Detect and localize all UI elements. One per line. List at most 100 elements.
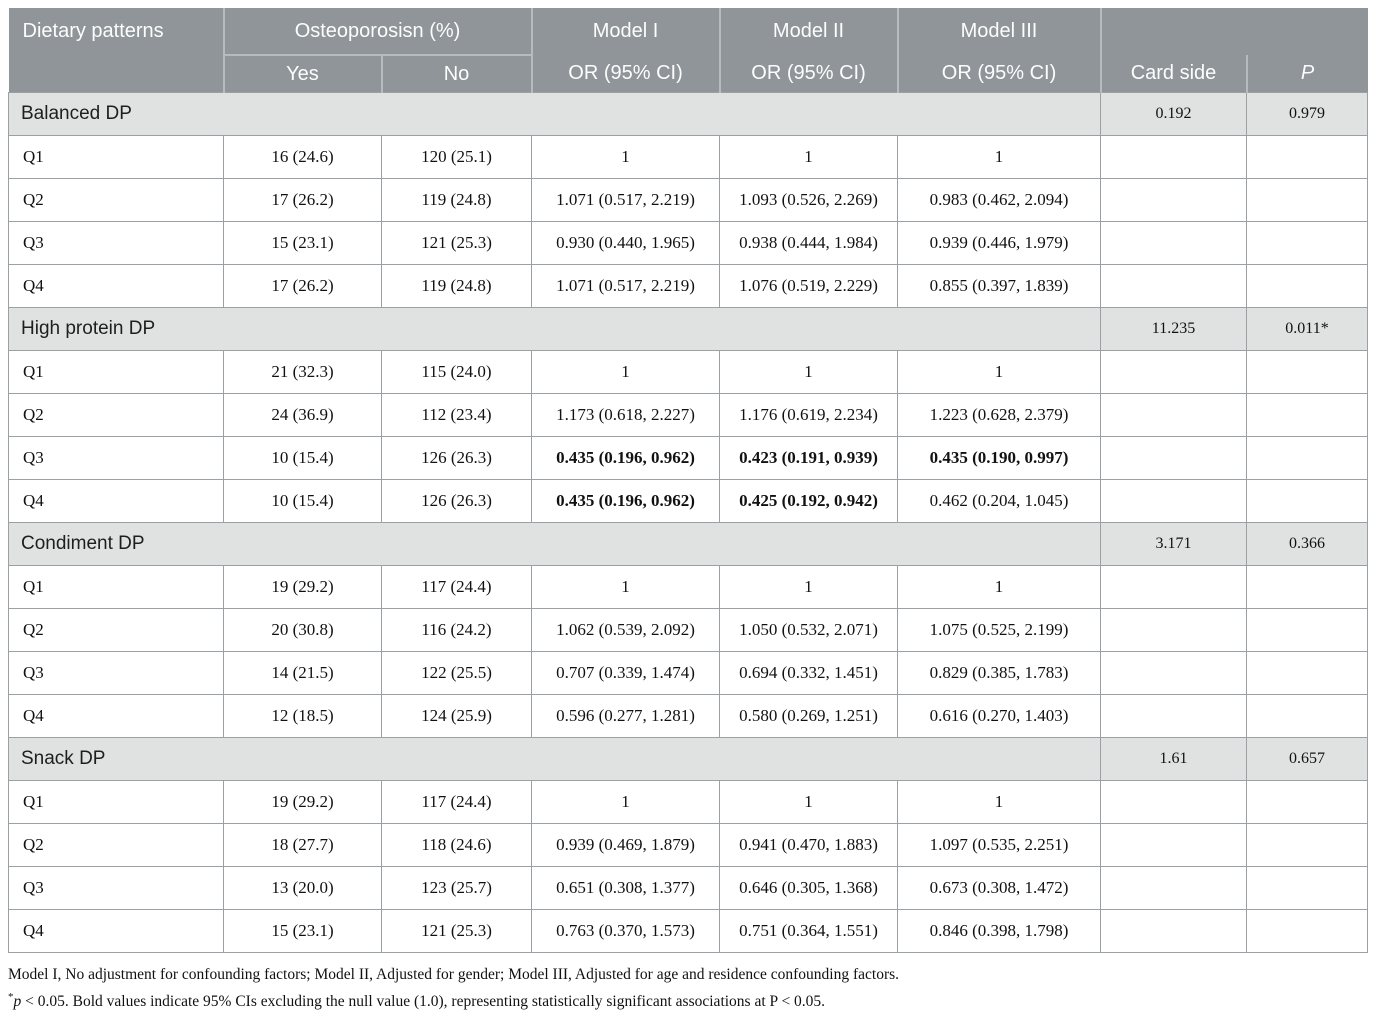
quartile-row: Q119 (29.2)117 (24.4)111 bbox=[9, 566, 1368, 609]
empty-card-side-cell bbox=[1101, 910, 1247, 953]
model-3-or-cell: 0.939 (0.446, 1.979) bbox=[898, 222, 1101, 265]
empty-card-side-cell bbox=[1101, 652, 1247, 695]
quartile-label: Q1 bbox=[9, 136, 224, 179]
model-2-or-cell: 0.425 (0.192, 0.942) bbox=[720, 480, 898, 523]
empty-card-side-cell bbox=[1101, 566, 1247, 609]
model-2-or-cell: 1 bbox=[720, 781, 898, 824]
section-p-value: 0.366 bbox=[1247, 523, 1368, 566]
model-3-or-cell: 0.855 (0.397, 1.839) bbox=[898, 265, 1101, 308]
section-name: Snack DP bbox=[9, 738, 1101, 781]
osteoporosis-no-cell: 112 (23.4) bbox=[382, 394, 532, 437]
model-2-or-cell: 1.093 (0.526, 2.269) bbox=[720, 179, 898, 222]
model-1-or-cell: 1.062 (0.539, 2.092) bbox=[532, 609, 720, 652]
model-3-subtitle: OR (95% CI) bbox=[899, 55, 1100, 92]
empty-card-side-cell bbox=[1101, 781, 1247, 824]
empty-p-cell bbox=[1247, 179, 1368, 222]
empty-p-cell bbox=[1247, 480, 1368, 523]
empty-p-cell bbox=[1247, 695, 1368, 738]
model-2-or-cell: 0.751 (0.364, 1.551) bbox=[720, 910, 898, 953]
quartile-label: Q1 bbox=[9, 351, 224, 394]
empty-card-side-cell bbox=[1101, 351, 1247, 394]
empty-card-side-cell bbox=[1101, 136, 1247, 179]
quartile-row: Q218 (27.7)118 (24.6)0.939 (0.469, 1.879… bbox=[9, 824, 1368, 867]
quartile-row: Q410 (15.4)126 (26.3)0.435 (0.196, 0.962… bbox=[9, 480, 1368, 523]
section-card-side-value: 0.192 bbox=[1101, 93, 1247, 136]
model-1-or-cell: 1.173 (0.618, 2.227) bbox=[532, 394, 720, 437]
osteoporosis-yes-cell: 13 (20.0) bbox=[224, 867, 382, 910]
model-1-or-cell: 1 bbox=[532, 136, 720, 179]
osteoporosis-yes-cell: 12 (18.5) bbox=[224, 695, 382, 738]
empty-p-cell bbox=[1247, 437, 1368, 480]
model-3-or-cell: 0.462 (0.204, 1.045) bbox=[898, 480, 1101, 523]
empty-card-side-cell bbox=[1101, 480, 1247, 523]
header-blank-cell bbox=[1101, 8, 1368, 55]
osteoporosis-yes-cell: 16 (24.6) bbox=[224, 136, 382, 179]
col-header-osteoporosis: Osteoporosisn (%) bbox=[224, 8, 532, 55]
table-body: Balanced DP0.1920.979Q116 (24.6)120 (25.… bbox=[9, 93, 1368, 953]
section-name: High protein DP bbox=[9, 308, 1101, 351]
quartile-label: Q3 bbox=[9, 437, 224, 480]
quartile-label: Q3 bbox=[9, 222, 224, 265]
model-3-or-cell: 0.673 (0.308, 1.472) bbox=[898, 867, 1101, 910]
col-header-dietary-patterns: Dietary patterns bbox=[9, 8, 224, 93]
empty-card-side-cell bbox=[1101, 437, 1247, 480]
model-1-or-cell: 0.930 (0.440, 1.965) bbox=[532, 222, 720, 265]
osteoporosis-yes-cell: 14 (21.5) bbox=[224, 652, 382, 695]
model-2-or-cell: 0.423 (0.191, 0.939) bbox=[720, 437, 898, 480]
empty-card-side-cell bbox=[1101, 222, 1247, 265]
osteoporosis-no-cell: 117 (24.4) bbox=[382, 566, 532, 609]
empty-card-side-cell bbox=[1101, 179, 1247, 222]
empty-p-cell bbox=[1247, 824, 1368, 867]
empty-p-cell bbox=[1247, 566, 1368, 609]
quartile-row: Q224 (36.9)112 (23.4)1.173 (0.618, 2.227… bbox=[9, 394, 1368, 437]
dietary-patterns-table: Dietary patterns Osteoporosisn (%) Model… bbox=[8, 8, 1368, 953]
osteoporosis-no-cell: 119 (24.8) bbox=[382, 179, 532, 222]
model-3-or-cell: 1.223 (0.628, 2.379) bbox=[898, 394, 1101, 437]
empty-card-side-cell bbox=[1101, 867, 1247, 910]
model-1-or-cell: 0.651 (0.308, 1.377) bbox=[532, 867, 720, 910]
model-2-or-cell: 0.938 (0.444, 1.984) bbox=[720, 222, 898, 265]
header-row-1: Dietary patterns Osteoporosisn (%) Model… bbox=[9, 8, 1368, 55]
osteoporosis-yes-cell: 17 (26.2) bbox=[224, 179, 382, 222]
section-name: Balanced DP bbox=[9, 93, 1101, 136]
osteoporosis-yes-cell: 21 (32.3) bbox=[224, 351, 382, 394]
section-row: High protein DP11.2350.011* bbox=[9, 308, 1368, 351]
footnote-significance-text: < 0.05. Bold values indicate 95% CIs exc… bbox=[21, 993, 825, 1010]
empty-p-cell bbox=[1247, 910, 1368, 953]
section-card-side-value: 11.235 bbox=[1101, 308, 1247, 351]
quartile-row: Q415 (23.1)121 (25.3)0.763 (0.370, 1.573… bbox=[9, 910, 1368, 953]
empty-p-cell bbox=[1247, 136, 1368, 179]
model-1-or-cell: 1 bbox=[532, 781, 720, 824]
osteoporosis-no-cell: 120 (25.1) bbox=[382, 136, 532, 179]
model-1-or-cell: 0.435 (0.196, 0.962) bbox=[532, 480, 720, 523]
model-2-title: Model II bbox=[721, 8, 897, 55]
empty-p-cell bbox=[1247, 609, 1368, 652]
section-row: Snack DP1.610.657 bbox=[9, 738, 1368, 781]
osteoporosis-no-cell: 126 (26.3) bbox=[382, 480, 532, 523]
osteoporosis-yes-cell: 15 (23.1) bbox=[224, 910, 382, 953]
col-header-model-2: Model II OR (95% CI) bbox=[720, 8, 898, 93]
model-1-or-cell: 1 bbox=[532, 566, 720, 609]
col-header-p: P bbox=[1247, 55, 1368, 92]
footnotes: Model I, No adjustment for confounding f… bbox=[8, 962, 1367, 1010]
model-1-or-cell: 0.763 (0.370, 1.573) bbox=[532, 910, 720, 953]
osteoporosis-no-cell: 121 (25.3) bbox=[382, 910, 532, 953]
table-header: Dietary patterns Osteoporosisn (%) Model… bbox=[9, 8, 1368, 93]
osteoporosis-no-cell: 115 (24.0) bbox=[382, 351, 532, 394]
empty-p-cell bbox=[1247, 394, 1368, 437]
model-3-or-cell: 1 bbox=[898, 136, 1101, 179]
osteoporosis-yes-cell: 15 (23.1) bbox=[224, 222, 382, 265]
model-1-or-cell: 0.596 (0.277, 1.281) bbox=[532, 695, 720, 738]
model-3-or-cell: 1 bbox=[898, 351, 1101, 394]
quartile-row: Q315 (23.1)121 (25.3)0.930 (0.440, 1.965… bbox=[9, 222, 1368, 265]
model-2-or-cell: 1 bbox=[720, 351, 898, 394]
model-1-or-cell: 0.939 (0.469, 1.879) bbox=[532, 824, 720, 867]
empty-p-cell bbox=[1247, 265, 1368, 308]
col-header-card-side: Card side bbox=[1101, 55, 1247, 92]
quartile-row: Q313 (20.0)123 (25.7)0.651 (0.308, 1.377… bbox=[9, 867, 1368, 910]
model-2-or-cell: 0.580 (0.269, 1.251) bbox=[720, 695, 898, 738]
quartile-row: Q217 (26.2)119 (24.8)1.071 (0.517, 2.219… bbox=[9, 179, 1368, 222]
model-3-or-cell: 0.983 (0.462, 2.094) bbox=[898, 179, 1101, 222]
model-2-or-cell: 0.941 (0.470, 1.883) bbox=[720, 824, 898, 867]
quartile-label: Q4 bbox=[9, 480, 224, 523]
